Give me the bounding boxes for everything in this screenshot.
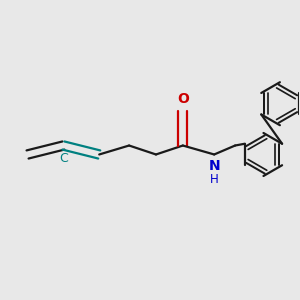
Text: H: H [210, 173, 219, 186]
Text: O: O [177, 92, 189, 106]
Text: C: C [59, 152, 68, 165]
Text: N: N [208, 159, 220, 173]
